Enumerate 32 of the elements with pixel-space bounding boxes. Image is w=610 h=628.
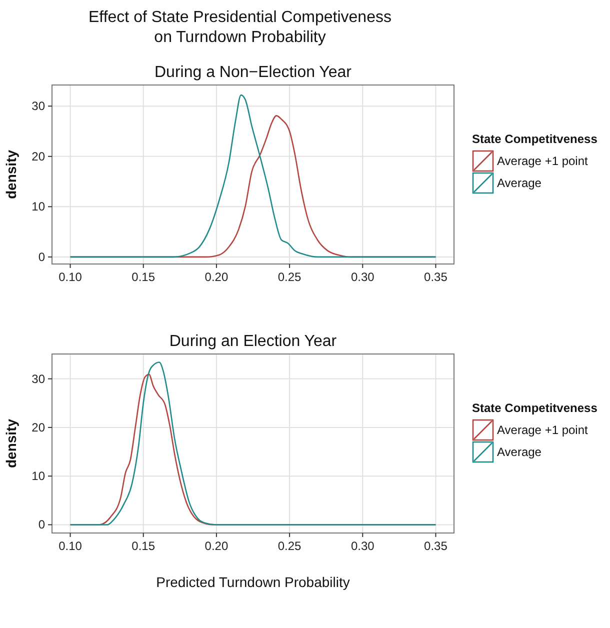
chart-title: During an Election Year	[169, 333, 338, 350]
x-tick-label: 0.30	[350, 539, 375, 553]
legend-label: Average	[497, 176, 542, 190]
legend-label: Average	[497, 445, 542, 459]
x-tick-label: 0.25	[278, 539, 302, 553]
x-tick-label: 0.10	[58, 270, 82, 284]
x-tick-label: 0.30	[350, 270, 375, 284]
y-tick-label: 0	[38, 518, 46, 532]
y-tick-label: 10	[32, 200, 46, 214]
y-tick-label: 20	[32, 149, 46, 164]
y-tick-label: 20	[32, 420, 46, 434]
x-tick-label: 0.20	[204, 539, 228, 553]
x-tick-label: 0.10	[58, 539, 82, 553]
y-tick-label: 30	[32, 372, 46, 386]
y-tick-label: 0	[38, 250, 46, 264]
chart-subtitle: During a Non−Election Year	[154, 64, 352, 81]
chart-title: Effect of State Presidential Competiveness on Turndown Probability	[88, 9, 392, 46]
x-tick-label: 0.25	[278, 270, 302, 284]
x-axis-title: Predicted Turndown Probability	[156, 574, 350, 590]
legend-label: Average +1 point	[497, 154, 589, 168]
x-tick-label: 0.35	[424, 270, 448, 284]
x-tick-label: 0.15	[132, 539, 156, 553]
x-tick-label: 0.35	[424, 539, 448, 553]
legend-title: State Competitveness	[472, 401, 598, 415]
y-axis-title: density	[3, 418, 19, 468]
x-tick-label: 0.15	[132, 270, 156, 284]
legend-label: Average +1 point	[497, 423, 589, 437]
y-tick-label: 30	[32, 99, 46, 114]
legend-title: State Competitveness	[472, 132, 598, 146]
y-tick-label: 10	[32, 469, 46, 484]
y-axis-title: density	[3, 150, 19, 200]
x-tick-label: 0.20	[204, 270, 228, 284]
